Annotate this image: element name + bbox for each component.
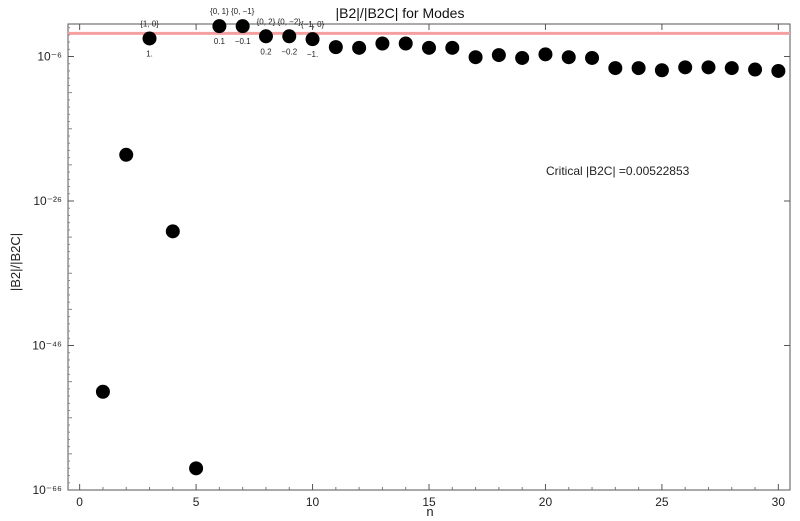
point-value-label: −1.: [307, 50, 318, 59]
data-point: [585, 50, 600, 65]
y-tick-label: 10⁻⁴⁶: [32, 339, 62, 353]
data-point: [165, 224, 180, 239]
data-point: [445, 40, 460, 55]
point-annotations: {1, 0} 1. {0, 1} 0.1 {0, −1} −0.1 {0, 2} 0.2 {0,…: [140, 7, 324, 59]
point-value-label: 0.2: [260, 47, 272, 56]
data-point: [771, 63, 786, 78]
data-point: [189, 461, 204, 476]
x-tick-label: 30: [772, 495, 786, 509]
point-mode-label: {1, 0}: [140, 19, 159, 28]
point-value-label: −0.2: [281, 47, 297, 56]
data-point: [398, 36, 413, 51]
data-point: [631, 61, 646, 76]
y-axis-label: |B2|/|B2C|: [8, 233, 23, 291]
data-point: [282, 29, 297, 44]
data-point: [608, 61, 623, 76]
x-tick-label: 20: [539, 495, 553, 509]
data-point: [422, 40, 436, 55]
x-tick-label: 10: [306, 495, 320, 509]
x-axis-ticks: 0 5 10 15 20 25 30: [76, 24, 785, 509]
y-tick-label: 10⁻²⁶: [33, 194, 62, 208]
data-point: [561, 50, 576, 65]
y-tick-label: 10⁻⁶: [37, 50, 62, 64]
data-point: [352, 40, 367, 55]
data-point: [119, 147, 134, 162]
x-tick-label: 0: [76, 495, 83, 509]
data-point: [748, 62, 763, 77]
point-value-label: −0.1: [235, 37, 251, 46]
y-tick-label: 10⁻⁶⁶: [32, 483, 62, 497]
data-point: [538, 47, 553, 62]
data-point: [212, 19, 227, 34]
data-point: [258, 29, 273, 44]
point-mode-label: {0, 2}: [257, 17, 276, 26]
point-mode-label: {0, 1}: [210, 7, 229, 16]
data-point: [375, 36, 390, 51]
data-point: [654, 63, 669, 78]
data-point: [468, 50, 483, 65]
point-value-label: 0.1: [214, 37, 226, 46]
x-tick-label: 5: [193, 495, 200, 509]
data-point: [328, 40, 343, 55]
plot-frame: [67, 23, 791, 491]
data-point: [491, 48, 506, 63]
data-point: [305, 32, 320, 47]
y-axis-ticks: 10⁻⁶⁶ 10⁻⁴⁶ 10⁻²⁶ 10⁻⁶: [32, 27, 790, 497]
chart-title: |B2|/|B2C| for Modes: [336, 5, 465, 21]
data-point: [678, 60, 693, 75]
x-tick-label: 25: [655, 495, 669, 509]
data-point: [701, 60, 716, 75]
point-mode-label: {−1, 0}: [301, 20, 325, 29]
data-points: [95, 19, 786, 476]
data-point: [724, 61, 739, 76]
x-tick-label: 15: [422, 495, 436, 509]
x-axis-label: n: [426, 504, 433, 519]
point-mode-label: {0, −2}: [278, 17, 302, 26]
critical-value-label: Critical |B2C| =0.00522853: [546, 164, 690, 178]
point-mode-label: {0, −1}: [231, 7, 255, 16]
data-point: [142, 31, 157, 46]
data-point: [515, 50, 530, 65]
data-point: [95, 384, 110, 399]
data-point: [235, 19, 250, 34]
point-value-label: 1.: [146, 49, 153, 58]
